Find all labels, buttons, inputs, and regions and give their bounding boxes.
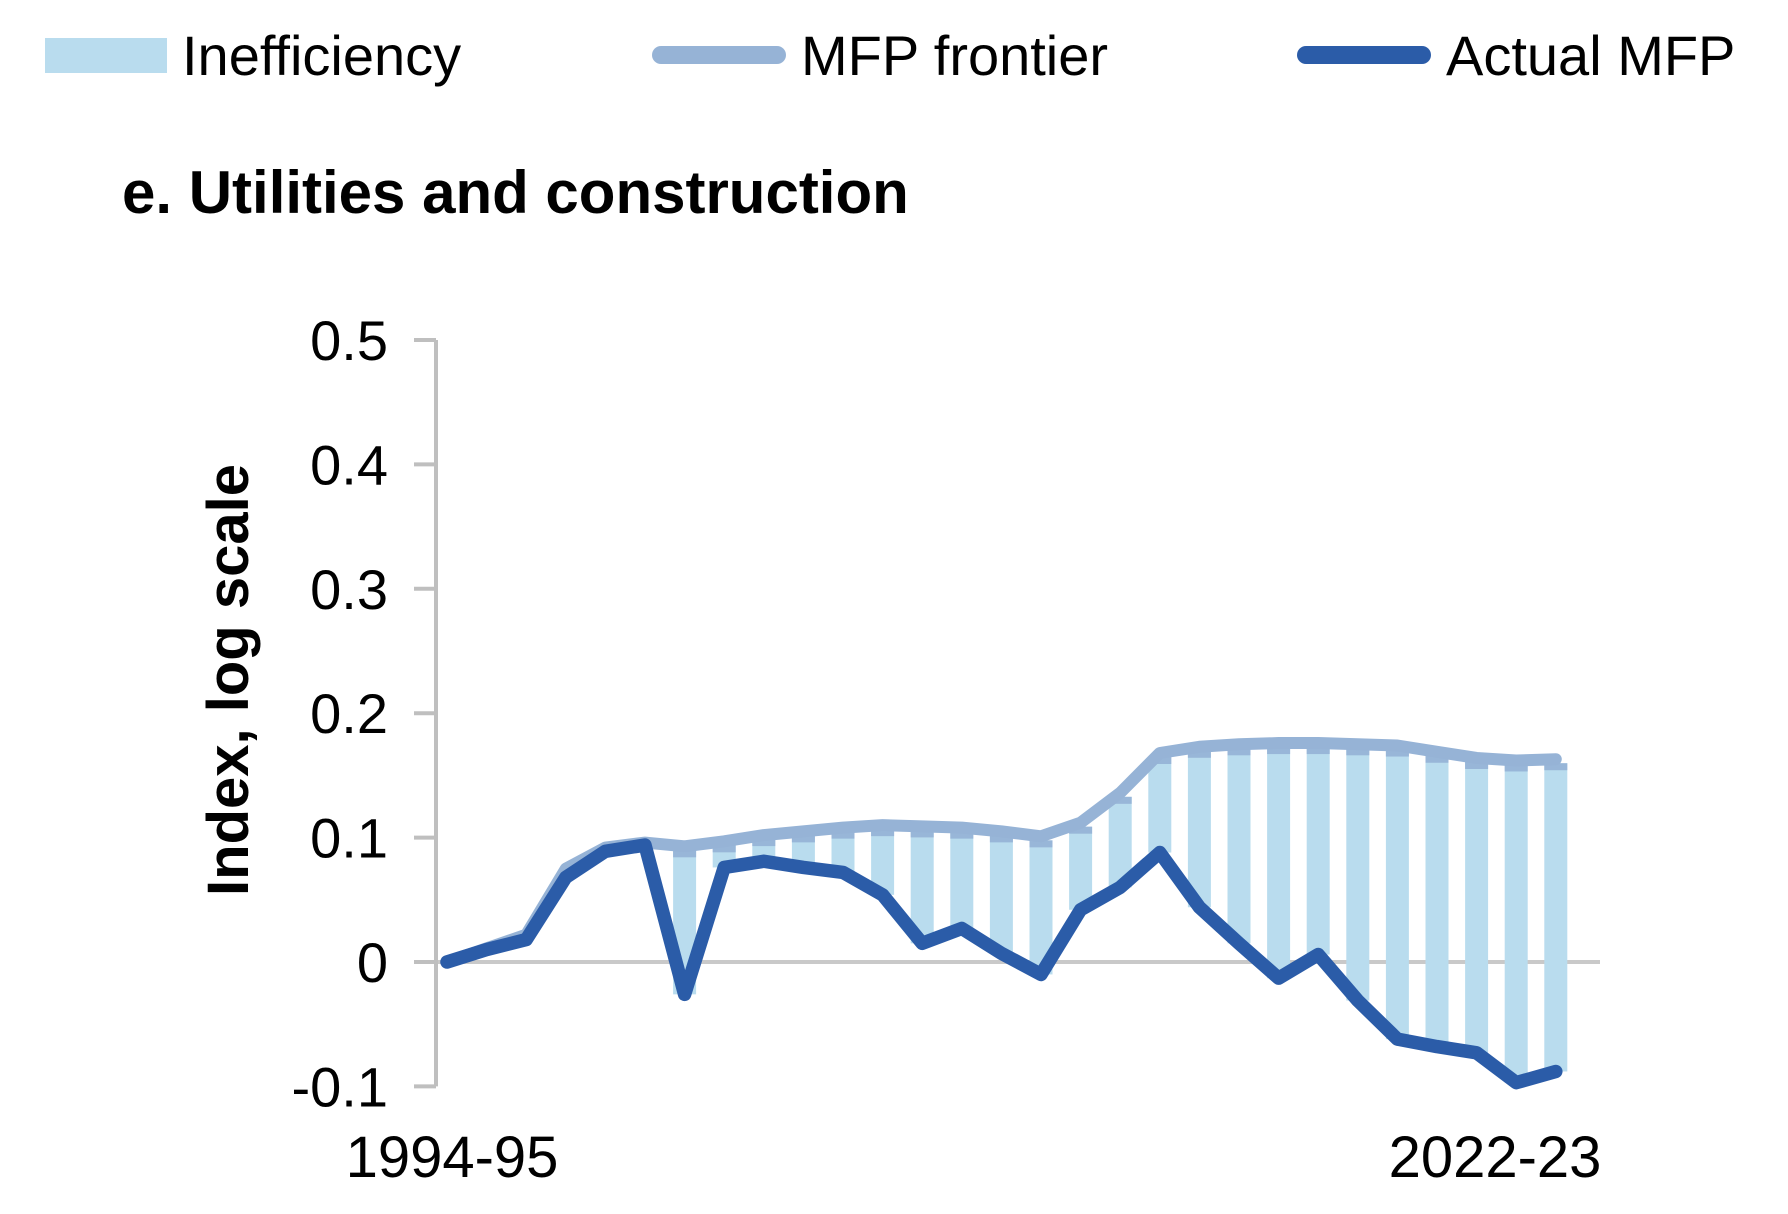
- inefficiency-bar: [1425, 755, 1449, 1047]
- y-tick-label: 0.2: [310, 682, 388, 745]
- inefficiency-bar-cap: [1187, 750, 1211, 758]
- actual-mfp-line: [440, 838, 1563, 1090]
- inefficiency-bar: [1069, 826, 1093, 910]
- inefficiency-bar: [791, 835, 815, 868]
- inefficiency-bar-cap: [712, 845, 736, 853]
- inefficiency-bar: [1465, 761, 1489, 1053]
- inefficiency-bar-cap: [831, 831, 855, 839]
- inefficiency-bar-cap: [1069, 826, 1093, 834]
- inefficiency-bar-cap: [1346, 748, 1370, 756]
- inefficiency-bar: [1346, 748, 1370, 1001]
- inefficiency-bar-cap: [752, 839, 776, 847]
- inefficiency-bar-cap: [950, 831, 974, 839]
- inefficiency-bar-cap: [1267, 747, 1291, 755]
- inefficiency-bar: [1544, 763, 1568, 1072]
- inefficiency-bar: [871, 829, 895, 895]
- inefficiency-bar: [989, 835, 1013, 954]
- inefficiency-bar-cap: [910, 830, 934, 838]
- inefficiency-bar: [1267, 747, 1291, 979]
- y-tick-label: -0.1: [292, 1055, 389, 1118]
- legend-item-mfp-frontier: MFP frontier: [652, 0, 1108, 110]
- chart-title: e. Utilities and construction: [122, 159, 909, 226]
- legend-label-actual-mfp: Actual MFP: [1446, 23, 1736, 87]
- inefficiency-bar: [1504, 764, 1528, 1083]
- y-tick-label: 0.4: [310, 433, 388, 496]
- mfp-frontier-swatch: [652, 46, 786, 64]
- y-tick-label: 0.3: [310, 558, 388, 621]
- y-tick-label: 0.5: [310, 309, 388, 372]
- inefficiency-bar: [950, 831, 974, 929]
- inefficiency-bar: [1187, 750, 1211, 908]
- y-tick-label: 0: [357, 931, 388, 994]
- inefficiency-bar: [1227, 748, 1251, 944]
- inefficiency-bar-cap: [791, 835, 815, 843]
- inefficiency-bar: [1385, 749, 1409, 1040]
- inefficiency-bar-cap: [1425, 755, 1449, 763]
- inefficiency-bar-cap: [1385, 749, 1409, 757]
- x-axis-label-last: 2022-23: [1389, 1125, 1602, 1190]
- y-tick-label: 0.1: [310, 807, 388, 870]
- inefficiency-bar: [1306, 747, 1330, 955]
- inefficiency-swatch: [45, 37, 167, 73]
- y-axis-title: Index, log scale: [196, 464, 261, 896]
- inefficiency-bar: [1029, 840, 1053, 975]
- legend-label-inefficiency: Inefficiency: [182, 23, 462, 87]
- inefficiency-bar-cap: [1465, 761, 1489, 769]
- inefficiency-bar: [831, 831, 855, 873]
- inefficiency-bar-cap: [1029, 840, 1053, 848]
- actual-mfp-swatch: [1297, 46, 1431, 64]
- inefficiency-bar-cap: [989, 835, 1013, 843]
- legend-label-mfp-frontier: MFP frontier: [801, 23, 1109, 87]
- inefficiency-bar-cap: [673, 850, 697, 858]
- legend-item-inefficiency: Inefficiency: [45, 0, 461, 110]
- inefficiency-bar: [1108, 796, 1132, 888]
- inefficiency-bar-cap: [1227, 748, 1251, 756]
- inefficiency-bar-cap: [871, 829, 895, 837]
- inefficiency-bar: [910, 830, 934, 944]
- inefficiency-bar-cap: [1544, 763, 1568, 771]
- inefficiency-bar-cap: [1306, 747, 1330, 755]
- legend-item-actual-mfp: Actual MFP: [1297, 0, 1735, 110]
- inefficiency-bar: [1148, 757, 1172, 853]
- x-axis-label-first: 1994-95: [346, 1125, 559, 1190]
- inefficiency-bar-cap: [1504, 764, 1528, 772]
